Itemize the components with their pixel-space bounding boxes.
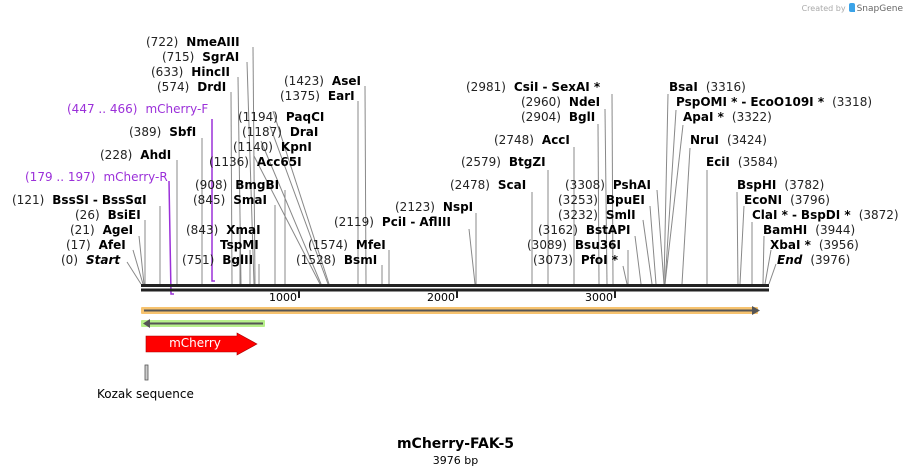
site-smli[interactable]: (3232) SmlI	[558, 208, 636, 222]
site-xbai[interactable]: XbaI * (3956)	[770, 238, 859, 252]
site-afei[interactable]: (17) AfeI	[66, 238, 126, 252]
site-bsu36i[interactable]: (3089) Bsu36I	[527, 238, 621, 252]
site-start[interactable]: (0) Start	[61, 253, 121, 267]
site-sgrai[interactable]: (715) SgrAI	[162, 50, 240, 64]
primer-mcherry-r[interactable]: (179 .. 197) mCherry-R	[25, 170, 168, 184]
site-mfei[interactable]: (1574) MfeI	[308, 238, 386, 252]
map-title: mCherry-FAK-5	[396, 436, 515, 452]
site-bgli[interactable]: (2904) BglI	[521, 110, 596, 124]
site-paqci[interactable]: (1194) PaqCI	[238, 110, 325, 124]
site-asei[interactable]: (1423) AseI	[284, 74, 361, 88]
site-bstapi[interactable]: (3162) BstAPI	[538, 223, 631, 237]
primer-mcherry-r-marker	[168, 180, 174, 295]
site-bsmi[interactable]: (1528) BsmI	[296, 253, 378, 267]
site-bsai[interactable]: BsaI (3316)	[669, 80, 746, 94]
site-bpuei[interactable]: (3253) BpuEI	[558, 193, 645, 207]
site-nrui[interactable]: NruI (3424)	[690, 133, 767, 147]
site-bglii[interactable]: (751) BglII	[182, 253, 254, 267]
credit-prefix: Created by	[801, 4, 846, 13]
site-tspmi[interactable]: TspMI	[220, 238, 259, 252]
site-agei[interactable]: (21) AgeI	[70, 223, 134, 237]
site-bmgbi[interactable]: (908) BmgBI	[195, 178, 280, 192]
site-hincii[interactable]: (633) HincII	[151, 65, 231, 79]
site-drdi[interactable]: (574) DrdI	[157, 80, 227, 94]
site-pcii-afliii[interactable]: (2119) PciI - AflIII	[334, 215, 451, 229]
tick-label-3000: 3000	[585, 291, 613, 304]
backbone-top-strand	[141, 284, 769, 287]
site-xmai[interactable]: (843) XmaI	[186, 223, 261, 237]
snapgene-credit: Created by SnapGene	[802, 3, 903, 14]
site-csii-sexai[interactable]: (2981) CsiI - SexAI *	[466, 80, 601, 94]
site-pspomi-ecoo109i[interactable]: PspOMI * - EcoO109I * (3318)	[676, 95, 873, 109]
site-pfoi[interactable]: (3073) PfoI *	[533, 253, 619, 267]
site-end[interactable]: End (3976)	[777, 253, 851, 267]
site-lines	[126, 46, 777, 285]
site-apai[interactable]: ApaI * (3322)	[683, 110, 772, 124]
site-ahdi[interactable]: (228) AhdI	[100, 148, 172, 162]
site-sbfi[interactable]: (389) SbfI	[129, 125, 197, 139]
primer-mcherry-f[interactable]: (447 .. 466) mCherry-F	[67, 102, 209, 116]
tick-label-2000: 2000	[427, 291, 455, 304]
backbone-bottom-strand	[141, 288, 769, 292]
site-econi[interactable]: EcoNI (3796)	[744, 193, 830, 207]
site-bsssi-bsssai[interactable]: (121) BssSI - BssSαI	[12, 193, 147, 207]
site-eari[interactable]: (1375) EarI	[280, 89, 355, 103]
site-bsphi[interactable]: BspHI (3782)	[737, 178, 825, 192]
site-bamhi[interactable]: BamHI (3944)	[763, 223, 856, 237]
site-clai-bspdi[interactable]: ClaI * - BspDI * (3872)	[752, 208, 899, 222]
site-nspi[interactable]: (2123) NspI	[395, 200, 474, 214]
tick-3000	[614, 291, 616, 298]
tick-label-1000: 1000	[269, 291, 297, 304]
site-acc65i[interactable]: (1136) Acc65I	[209, 155, 302, 169]
site-pshai[interactable]: (3308) PshAI	[565, 178, 651, 192]
map-length: 3976 bp	[432, 454, 479, 467]
site-nmeaiii[interactable]: (722) NmeAIII	[146, 35, 240, 49]
site-acci[interactable]: (2748) AccI	[494, 133, 570, 147]
kozak-feature[interactable]	[144, 364, 149, 381]
site-drai[interactable]: (1187) DraI	[242, 125, 319, 139]
tick-1000	[298, 291, 300, 298]
site-btgzi[interactable]: (2579) BtgZI	[461, 155, 546, 169]
snapgene-logo-icon	[848, 3, 855, 12]
mcherry-feature-arrow[interactable]	[145, 332, 258, 356]
tick-2000	[456, 291, 458, 298]
primer-mcherry-f-marker	[211, 119, 215, 282]
site-smai[interactable]: (845) SmaI	[193, 193, 267, 207]
site-ecii[interactable]: EciI (3584)	[706, 155, 778, 169]
site-bsiei[interactable]: (26) BsiEI	[75, 208, 141, 222]
site-ndei[interactable]: (2960) NdeI	[521, 95, 601, 109]
kozak-feature-label: Kozak sequence	[97, 387, 194, 401]
site-kpni[interactable]: (1140) KpnI	[233, 140, 312, 154]
credit-brand: SnapGene	[856, 4, 903, 14]
mcherry-feature-label: mCherry	[169, 336, 221, 350]
site-scai[interactable]: (2478) ScaI	[450, 178, 527, 192]
